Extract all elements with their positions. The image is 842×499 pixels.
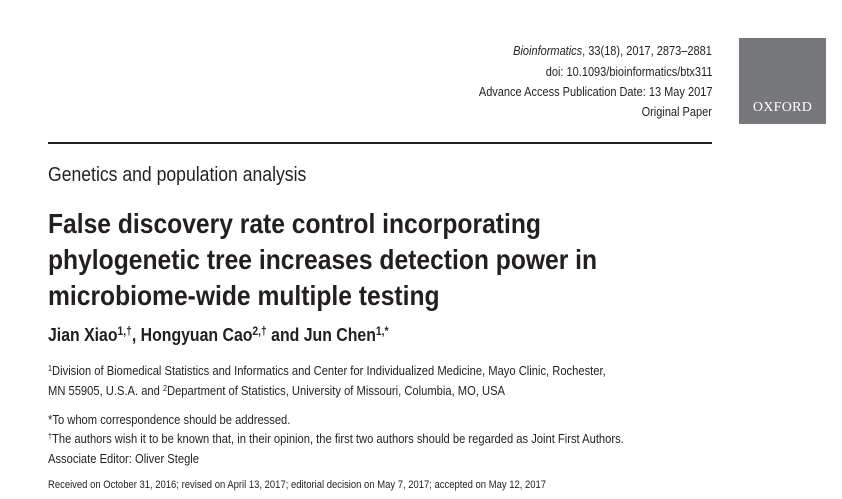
article-type: Original Paper — [632, 105, 712, 119]
separator: , — [131, 325, 141, 345]
author-affiliation: 1,† — [117, 325, 132, 339]
author-name: Jian Xiao — [48, 325, 118, 345]
title-text: phylogenetic tree increases detection po… — [48, 244, 598, 275]
publication-date-text: Advance Access Publication Date: 13 May … — [478, 85, 712, 99]
doi: doi: 10.1093/bioinformatics/btx311 — [523, 65, 712, 79]
author-affiliation: 2,† — [252, 325, 267, 339]
history-text: Received on October 31, 2016; revised on… — [48, 479, 547, 491]
associate-editor: Associate Editor: Oliver Stegle — [48, 451, 224, 466]
separator: and — [266, 325, 304, 345]
doi-text: doi: 10.1093/bioinformatics/btx311 — [545, 65, 712, 79]
citation: Bioinformatics, 33(18), 2017, 2873–2881 — [486, 44, 712, 58]
oxford-logo: OXFORD — [739, 38, 826, 124]
publication-date: Advance Access Publication Date: 13 May … — [447, 85, 712, 99]
title-line: phylogenetic tree increases detection po… — [48, 244, 672, 276]
note-text: Associate Editor: Oliver Stegle — [48, 451, 199, 466]
title-text: microbiome-wide multiple testing — [48, 280, 440, 311]
affiliation-line: MN 55905, U.S.A. and 2Department of Stat… — [48, 383, 579, 398]
logo-text: OXFORD — [752, 100, 813, 115]
header-rule — [48, 142, 712, 144]
author-affiliation: 1,* — [375, 325, 389, 339]
joint-authors-note: †The authors wish it to be known that, i… — [48, 431, 718, 446]
dagger-mark: † — [48, 430, 53, 441]
citation-details: , 33(18), 2017, 2873–2881 — [582, 44, 712, 58]
affiliation-number: 2 — [162, 382, 168, 393]
title-line: False discovery rate control incorporati… — [48, 208, 608, 240]
correspondence-note: *To whom correspondence should be addres… — [48, 412, 330, 427]
affiliation-number: 1 — [48, 362, 53, 373]
author-list: Jian Xiao1,†, Hongyuan Cao2,† and Jun Ch… — [48, 325, 435, 346]
affiliation-text: MN 55905, U.S.A. and — [48, 383, 163, 398]
author-name: Hongyuan Cao — [140, 325, 253, 345]
note-text: *To whom correspondence should be addres… — [48, 412, 291, 427]
affiliation-text: Division of Biomedical Statistics and In… — [52, 363, 606, 378]
submission-history: Received on October 31, 2016; revised on… — [48, 479, 627, 491]
section-heading: Genetics and population analysis — [48, 164, 342, 187]
affiliation-line: 1Division of Biomedical Statistics and I… — [48, 363, 697, 378]
article-type-text: Original Paper — [641, 105, 712, 119]
affiliation-text: Department of Statistics, University of … — [167, 383, 506, 398]
title-text: False discovery rate control incorporati… — [48, 208, 541, 239]
journal-name: Bioinformatics — [513, 44, 583, 58]
title-line: microbiome-wide multiple testing — [48, 280, 493, 312]
note-text: The authors wish it to be known that, in… — [52, 431, 624, 446]
author-name: Jun Chen — [303, 325, 376, 345]
section-text: Genetics and population analysis — [48, 164, 307, 186]
